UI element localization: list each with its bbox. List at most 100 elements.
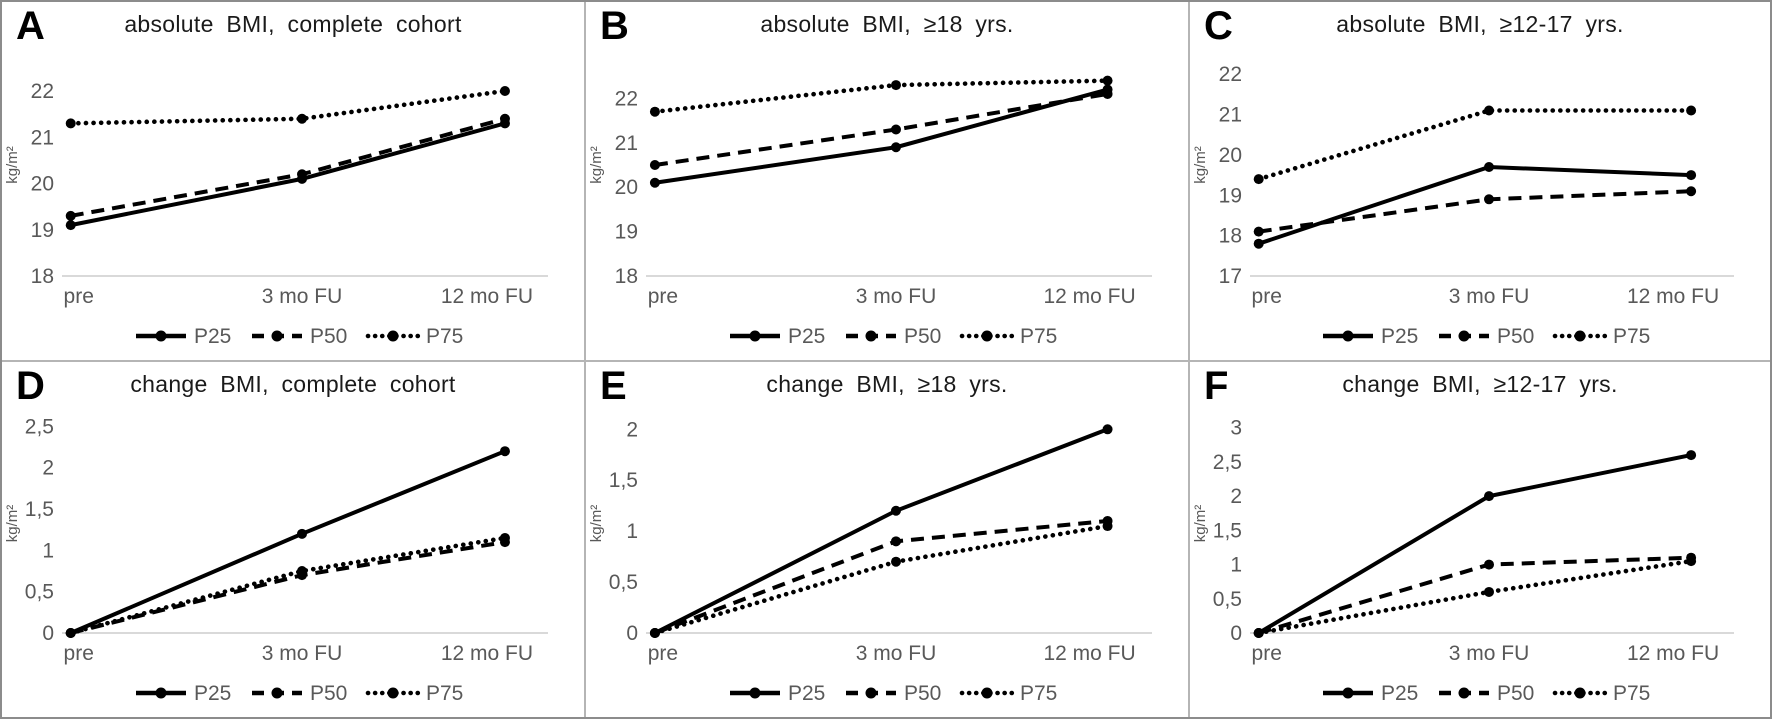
panel-title: absolute BMI, complete cohort bbox=[124, 11, 462, 37]
series-line-p25 bbox=[70, 121, 506, 228]
panel-e-change-bmi-18-yrs: E change BMI, ≥18 yrs. 2 1,5 1 0,5 0 kg/m² pre… bbox=[586, 362, 1190, 717]
data-marker-p50-3-mo-FU bbox=[1484, 559, 1494, 570]
legend-label-p50: P50 bbox=[904, 682, 941, 705]
y-axis-title: kg/m² bbox=[588, 146, 605, 184]
x-tick-label: 3 mo FU bbox=[1449, 285, 1530, 308]
y-tick-label: 21 bbox=[1219, 104, 1242, 127]
x-tick-label: 12 mo FU bbox=[441, 285, 533, 308]
data-marker-p75-pre bbox=[65, 118, 76, 129]
legend-marker-p75 bbox=[981, 330, 993, 342]
legend-marker-p75 bbox=[1574, 330, 1586, 342]
y-tick-label: 20 bbox=[1219, 144, 1242, 167]
panel-f-change-bmi-12-17-yrs: F change BMI, ≥12-17 yrs. 3 2,5 2 1,5 1 0,5 0 k… bbox=[1190, 362, 1770, 717]
y-axis-title: kg/m² bbox=[4, 505, 21, 543]
y-tick-label: 20 bbox=[615, 176, 638, 199]
data-marker-p75-pre bbox=[1253, 628, 1264, 638]
legend-label-p50: P50 bbox=[1497, 325, 1534, 348]
legend-marker-p25 bbox=[749, 330, 761, 342]
panel-title: change BMI, ≥12-17 yrs. bbox=[1342, 371, 1618, 397]
y-tick-label: 22 bbox=[615, 87, 638, 110]
x-tick-label: 12 mo FU bbox=[1043, 642, 1135, 665]
data-marker-p50-pre bbox=[65, 210, 76, 221]
data-marker-p75-3-mo-FU bbox=[891, 556, 901, 567]
y-axis-title: kg/m² bbox=[1192, 146, 1209, 184]
data-marker-p50-12-mo-FU bbox=[499, 113, 510, 124]
x-tick-label: 12 mo FU bbox=[441, 642, 533, 665]
data-marker-p75-3-mo-FU bbox=[297, 113, 307, 124]
y-tick-label: 2,5 bbox=[1213, 451, 1242, 474]
y-tick-label: 0,5 bbox=[1213, 588, 1242, 611]
data-marker-p25-12-mo-FU bbox=[1102, 424, 1113, 435]
data-marker-p50-3-mo-FU bbox=[891, 124, 901, 135]
legend-label-p75: P75 bbox=[1613, 325, 1650, 348]
y-tick-label: 20 bbox=[31, 173, 54, 196]
y-tick-label: 1,5 bbox=[25, 498, 54, 521]
data-marker-p75-3-mo-FU bbox=[1484, 105, 1494, 116]
chart-canvas-c: 22 21 20 19 18 17 kg/m² pre 3 mo FU 12 mo FU P25 P5… bbox=[1192, 63, 1734, 348]
series-line-p50 bbox=[70, 116, 506, 218]
legend-label-p50: P50 bbox=[310, 325, 347, 348]
y-tick-label: 21 bbox=[615, 132, 638, 155]
data-marker-p75-pre bbox=[649, 628, 660, 638]
y-tick-label: 21 bbox=[31, 126, 54, 149]
data-marker-p50-pre bbox=[1253, 226, 1264, 237]
y-tick-label: 2 bbox=[1230, 485, 1242, 508]
legend-label-p50: P50 bbox=[310, 682, 347, 705]
data-marker-p75-pre bbox=[1253, 174, 1264, 185]
data-marker-p25-3-mo-FU bbox=[1484, 491, 1494, 502]
data-marker-p50-3-mo-FU bbox=[1484, 194, 1494, 205]
x-tick-label: 3 mo FU bbox=[856, 642, 937, 665]
data-marker-p25-pre bbox=[65, 220, 76, 231]
data-marker-p25-3-mo-FU bbox=[891, 505, 901, 516]
x-tick-label: pre bbox=[648, 642, 678, 665]
y-axis-title: kg/m² bbox=[1192, 505, 1209, 543]
y-tick-label: 18 bbox=[615, 265, 638, 288]
x-tick-label: 12 mo FU bbox=[1627, 285, 1719, 308]
data-marker-p75-12-mo-FU bbox=[1102, 75, 1113, 86]
legend-label-p25: P25 bbox=[788, 325, 825, 348]
chart-canvas-d: 2,5 2 1,5 1 0,5 0 kg/m² pre 3 mo FU 12 mo FU P25 P5… bbox=[4, 415, 548, 705]
legend-label-p50: P50 bbox=[1497, 682, 1534, 705]
data-marker-p75-12-mo-FU bbox=[1686, 556, 1697, 567]
panel-letter: C bbox=[1204, 4, 1233, 48]
legend-marker-p25 bbox=[1342, 687, 1354, 699]
data-marker-p50-pre bbox=[649, 160, 660, 170]
x-tick-label: 3 mo FU bbox=[262, 285, 343, 308]
y-tick-label: 1 bbox=[42, 539, 54, 562]
chart-canvas-b: 22 21 20 19 18 kg/m² pre 3 mo FU 12 mo FU P25 P50 P… bbox=[588, 75, 1152, 348]
y-tick-label: 1 bbox=[1230, 554, 1242, 577]
chart-canvas-f: 3 2,5 2 1,5 1 0,5 0 kg/m² pre 3 mo FU 12 mo FU P25 P… bbox=[1192, 417, 1734, 705]
legend-marker-p50 bbox=[865, 687, 877, 699]
legend-marker-p25 bbox=[155, 687, 167, 699]
data-marker-p25-3-mo-FU bbox=[297, 528, 307, 539]
data-marker-p25-12-mo-FU bbox=[499, 446, 510, 457]
y-tick-label: 18 bbox=[1219, 225, 1242, 248]
panel-d-change-bmi-complete-cohort: D change BMI, complete cohort 2,5 2 1,5 1 0,… bbox=[2, 362, 586, 717]
legend-marker-p50 bbox=[1458, 330, 1470, 342]
chart-canvas-e: 2 1,5 1 0,5 0 kg/m² pre 3 mo FU 12 mo FU P25 P50 P7… bbox=[588, 418, 1152, 705]
x-tick-label: 3 mo FU bbox=[262, 642, 343, 665]
legend-label-p75: P75 bbox=[1613, 682, 1650, 705]
series-line-p25 bbox=[1257, 453, 1692, 635]
legend-label-p25: P25 bbox=[194, 325, 231, 348]
legend-label-p75: P75 bbox=[426, 682, 463, 705]
data-marker-p50-12-mo-FU bbox=[1686, 186, 1697, 197]
panel-c-absolute-bmi-12-17-yrs: C absolute BMI, ≥12-17 yrs. 22 21 20 19 18 17… bbox=[1190, 2, 1770, 362]
panel-b-absolute-bmi-18-yrs: B absolute BMI, ≥18 yrs. 22 21 20 19 18 kg/m²… bbox=[586, 2, 1190, 362]
x-tick-label: 3 mo FU bbox=[856, 285, 937, 308]
data-marker-p50-3-mo-FU bbox=[297, 169, 307, 180]
legend-label-p75: P75 bbox=[1020, 325, 1057, 348]
legend-label-p25: P25 bbox=[1381, 682, 1418, 705]
y-tick-label: 22 bbox=[31, 80, 54, 103]
chart-canvas-a: 22 21 20 19 18 kg/m² pre 3 mo FU 12 mo FU P25 P50 P… bbox=[4, 80, 548, 348]
legend-marker-p50 bbox=[865, 330, 877, 342]
legend-marker-p25 bbox=[155, 330, 167, 342]
legend-marker-p75 bbox=[981, 687, 993, 699]
y-tick-label: 0 bbox=[1230, 622, 1242, 645]
legend-marker-p50 bbox=[271, 687, 283, 699]
legend-label-p75: P75 bbox=[426, 325, 463, 348]
legend-marker-p50 bbox=[271, 330, 283, 342]
y-tick-label: 2 bbox=[626, 418, 638, 441]
legend-label-p50: P50 bbox=[904, 325, 941, 348]
y-tick-label: 1,5 bbox=[609, 469, 638, 492]
